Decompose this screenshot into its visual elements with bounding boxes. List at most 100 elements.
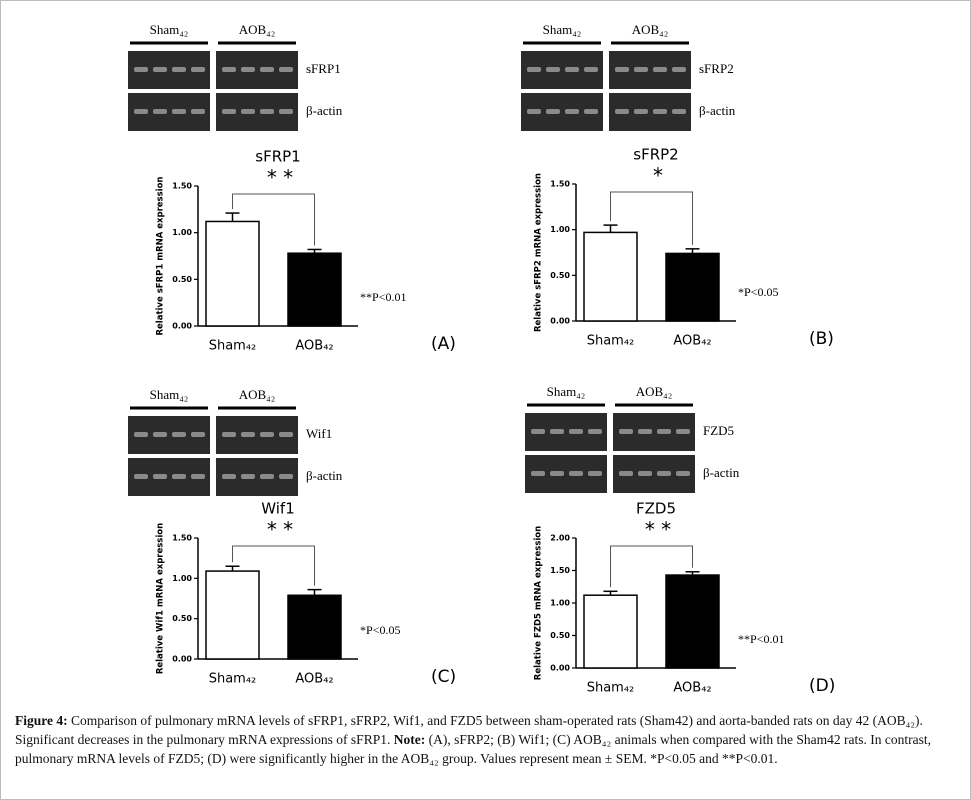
gel-band — [546, 109, 560, 114]
gel-group-label: AOB₄₂ — [239, 22, 276, 37]
y-tick-label: 1.50 — [172, 182, 192, 191]
x-tick-label: Sham₄₂ — [209, 672, 257, 687]
y-axis-label: Relative FZD5 mRNA expression — [534, 526, 544, 680]
caption-text: Comparison of pulmonary mRNA levels of s… — [15, 713, 923, 747]
bar — [205, 220, 260, 327]
gel-band — [584, 109, 598, 114]
gel-band — [527, 67, 541, 72]
gel-band — [638, 429, 652, 434]
significance-bracket — [610, 191, 693, 245]
y-tick-label: 1.50 — [172, 534, 192, 543]
gel-row-label: β-actin — [703, 465, 740, 480]
gel-band — [619, 429, 633, 434]
gel-band — [615, 109, 629, 114]
p-note: **P<0.01 — [738, 632, 784, 646]
charts: Sham₄₂ AOB₄₂ sFRP1 β-actin 0.00 0.50 1.00 1.50 R… — [128, 22, 835, 696]
chart-title: FZD5 — [636, 500, 676, 518]
gel-band — [134, 474, 148, 479]
caption-label: Figure 4: — [15, 713, 68, 728]
chart-title: sFRP2 — [633, 146, 678, 164]
gel-band — [191, 109, 205, 114]
panel-label: (B) — [809, 329, 834, 349]
panel-label: (D) — [809, 676, 835, 696]
significance: * — [653, 164, 663, 188]
y-tick-label: 1.00 — [172, 228, 192, 237]
gel-band — [657, 471, 671, 476]
bar — [205, 570, 260, 660]
y-tick-label: 0.00 — [172, 655, 192, 664]
gel-band — [657, 429, 671, 434]
p-note: *P<0.05 — [738, 285, 778, 299]
bar — [583, 231, 638, 322]
significance-bracket — [232, 545, 315, 586]
y-tick-label: 0.00 — [550, 317, 570, 326]
gel-row-label: sFRP1 — [306, 61, 341, 76]
x-tick-label: AOB₄₂ — [673, 334, 711, 349]
gel-group-label: Sham₄₂ — [543, 22, 582, 37]
gel-band — [279, 474, 293, 479]
gel-band — [653, 109, 667, 114]
gel-band — [260, 67, 274, 72]
gel-band — [672, 67, 686, 72]
p-note: **P<0.01 — [360, 290, 406, 304]
gel-band — [584, 67, 598, 72]
chart-title: sFRP1 — [255, 148, 300, 166]
y-tick-label: 0.50 — [172, 614, 192, 623]
y-tick-label: 1.50 — [550, 566, 570, 575]
p-note: *P<0.05 — [360, 623, 400, 637]
gel-band — [565, 67, 579, 72]
caption-text: (A), sFRP2; (B) Wif1; (C) AOB₄₂ animals … — [15, 732, 932, 766]
gel-band — [279, 432, 293, 437]
gel-band — [588, 471, 602, 476]
caption: Figure 4: Comparison of pulmonary mRNA l… — [15, 711, 960, 768]
gel-band — [653, 67, 667, 72]
y-tick-label: 0.50 — [550, 631, 570, 640]
gel-band — [588, 429, 602, 434]
gel-band — [550, 471, 564, 476]
x-tick-label: AOB₄₂ — [673, 681, 711, 696]
gel-band — [531, 471, 545, 476]
y-tick-label: 2.00 — [550, 534, 570, 543]
x-tick-label: Sham₄₂ — [587, 681, 635, 696]
gel-band — [222, 109, 236, 114]
gel-band — [634, 67, 648, 72]
gel-band — [634, 109, 648, 114]
gel-band — [191, 432, 205, 437]
gel-band — [638, 471, 652, 476]
gel-band — [241, 474, 255, 479]
y-tick-label: 1.00 — [550, 599, 570, 608]
gel-band — [260, 432, 274, 437]
significance-bracket — [610, 545, 693, 588]
gel-group-label: Sham₄₂ — [150, 22, 189, 37]
y-tick-label: 0.50 — [550, 271, 570, 280]
significance: * * — [645, 518, 671, 542]
gel-row-label: sFRP2 — [699, 61, 734, 76]
gel-band — [260, 474, 274, 479]
significance: * * — [267, 518, 293, 542]
y-tick-label: 0.50 — [172, 275, 192, 284]
gel-band — [672, 109, 686, 114]
gel-band — [241, 67, 255, 72]
significance: * * — [267, 166, 293, 190]
gel-band — [172, 432, 186, 437]
gel-group-label: AOB₄₂ — [239, 387, 276, 402]
gel-band — [550, 429, 564, 434]
y-axis-label: Relative Wif1 mRNA expression — [156, 523, 166, 674]
gel-row-label: Wif1 — [306, 426, 332, 441]
gel-band — [222, 474, 236, 479]
y-axis-label: Relative sFRP1 mRNA expression — [156, 177, 166, 336]
gel-band — [241, 109, 255, 114]
gel-band — [134, 109, 148, 114]
y-tick-label: 1.50 — [550, 180, 570, 189]
gel-band — [527, 109, 541, 114]
y-tick-label: 0.00 — [172, 322, 192, 331]
significance-bracket — [232, 193, 315, 246]
gel-band — [222, 67, 236, 72]
y-tick-label: 1.00 — [172, 574, 192, 583]
bar — [583, 594, 638, 669]
gel-band — [546, 67, 560, 72]
gel-band — [172, 474, 186, 479]
gel-band — [191, 474, 205, 479]
caption-note: Note: — [393, 732, 426, 747]
gel-band — [279, 109, 293, 114]
